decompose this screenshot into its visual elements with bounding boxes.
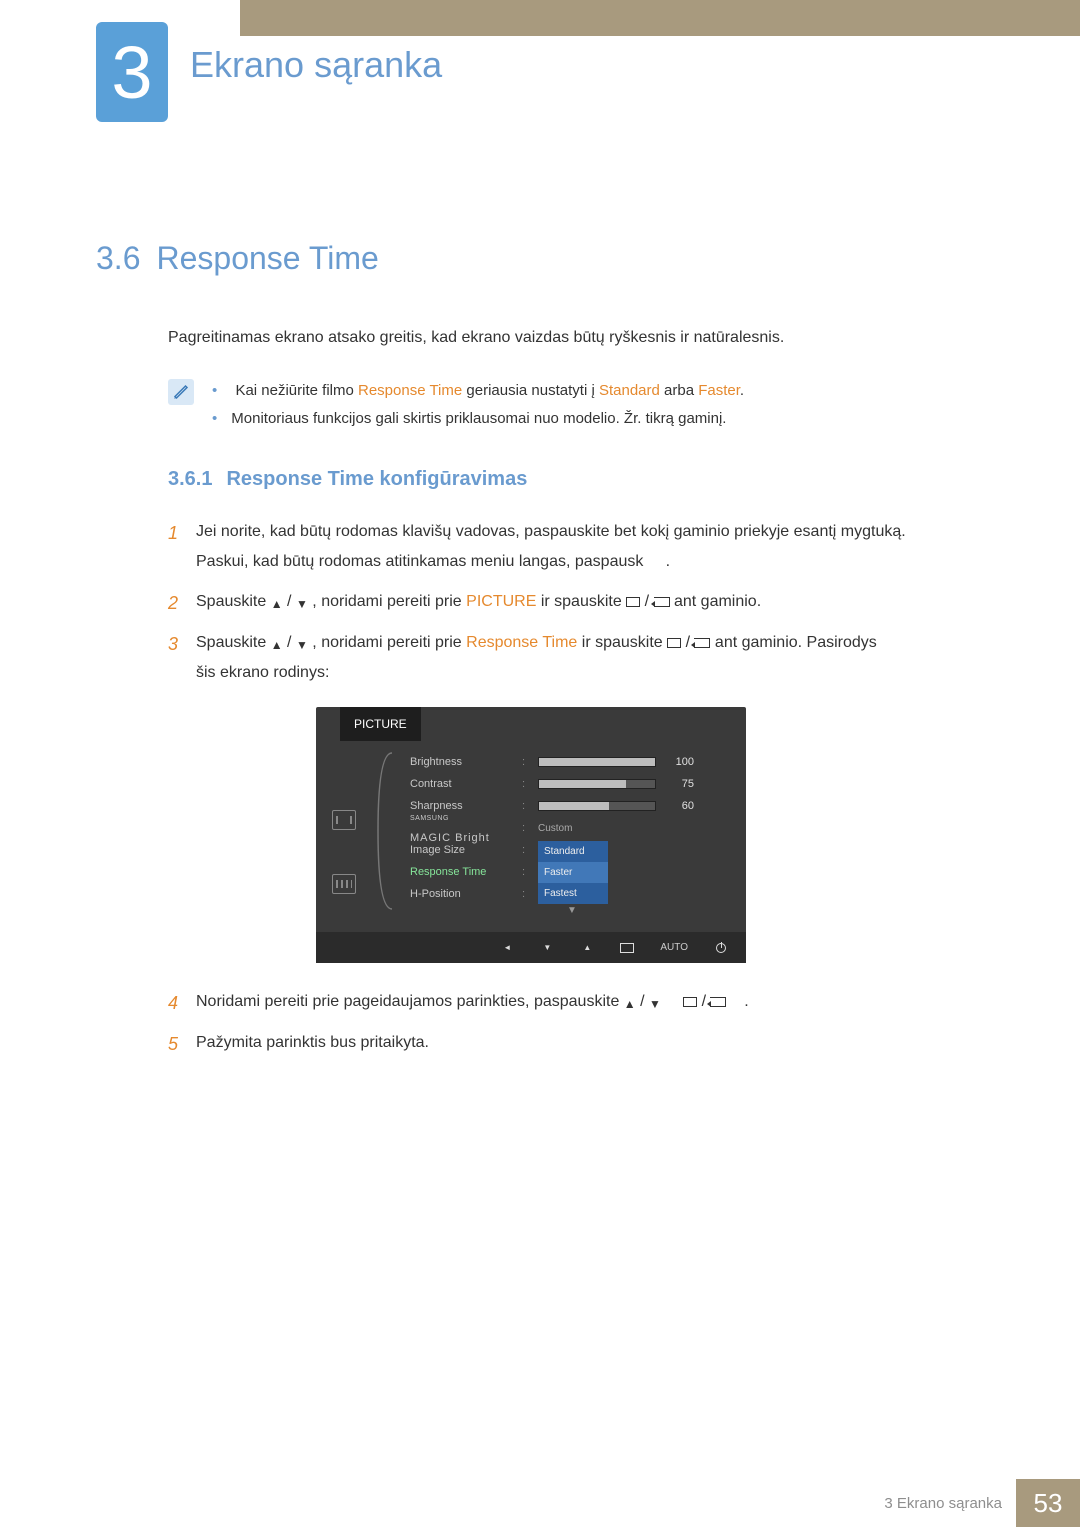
triangle-down-icon	[296, 593, 308, 616]
osd-option: Faster	[538, 862, 608, 883]
triangle-up-icon	[271, 634, 283, 657]
section-number: 3.6	[96, 240, 140, 276]
osd-title: PICTURE	[340, 707, 421, 742]
section-title: Response Time	[156, 240, 378, 276]
step-item: Spauskite / , noridami pereiti prie PICT…	[168, 587, 984, 617]
auto-label: AUTO	[660, 938, 688, 957]
osd-row-brightness: Brightness: 100	[410, 751, 734, 773]
note-icon	[168, 379, 194, 405]
osd-screenshot: PICTURE Brightness:	[316, 707, 984, 964]
menu-icon	[667, 638, 681, 648]
step-item: Spauskite / , noridami pereiti prie Resp…	[168, 628, 984, 964]
steps-list: Jei norite, kad būtų rodomas klavišų vad…	[168, 517, 984, 1059]
osd-rows: Brightness: 100 Contrast: 75	[410, 751, 734, 920]
osd-sidebar	[328, 751, 360, 920]
slider	[538, 757, 656, 767]
osd-option: Standard	[538, 841, 608, 862]
osd-row-magic: SAMSUNGMAGIC Bright: Custom	[410, 817, 734, 839]
triangle-up-icon	[624, 993, 636, 1016]
step-item: Jei norite, kad būtų rodomas klavišų vad…	[168, 517, 984, 578]
down-icon	[540, 942, 554, 954]
triangle-up-icon	[271, 593, 283, 616]
header-band	[240, 0, 1080, 36]
section-heading: 3.6 Response Time	[96, 240, 984, 277]
subsection-title: Response Time konfigūravimas	[226, 468, 527, 490]
footer-text: 3 Ekrano sąranka	[884, 1495, 1002, 1512]
chapter-number-box: 3	[96, 22, 168, 122]
enter-icon	[694, 638, 710, 648]
osd-footer: AUTO	[316, 932, 746, 963]
enter-icon	[710, 997, 726, 1007]
triangle-down-icon	[296, 634, 308, 657]
section: 3.6 Response Time Pagreitinamas ekrano at…	[96, 240, 984, 1068]
enter-icon	[654, 597, 670, 607]
menu-icon	[683, 997, 697, 1007]
slider	[538, 801, 656, 811]
chapter-title: Ekrano sąranka	[190, 44, 442, 86]
osd-tab-icon	[332, 874, 356, 894]
chapter-number: 3	[111, 30, 152, 115]
slider	[538, 779, 656, 789]
osd-tab-icon	[332, 810, 356, 830]
note-list: Kai nežiūrite filmo Response Time geriau…	[212, 377, 744, 434]
up-icon	[580, 942, 594, 954]
back-icon	[500, 942, 514, 954]
note-item: Kai nežiūrite filmo Response Time geriau…	[212, 377, 744, 406]
footer-page-number: 53	[1016, 1479, 1080, 1527]
section-intro: Pagreitinamas ekrano atsako greitis, kad…	[168, 325, 984, 351]
triangle-down-icon	[649, 993, 661, 1016]
menu-icon	[626, 597, 640, 607]
power-icon	[716, 943, 726, 953]
page-footer: 3 Ekrano sąranka 53	[884, 1479, 1080, 1527]
step-item: Pažymita parinktis bus pritaikyta.	[168, 1028, 984, 1058]
osd-row-responsetime: Response Time: Standard Faster Fastest	[410, 861, 734, 883]
note-item: Monitoriaus funkcijos gali skirtis prikl…	[212, 405, 744, 434]
osd-row-contrast: Contrast: 75	[410, 773, 734, 795]
subsection-heading: 3.6.1 Response Time konfigūravimas	[168, 468, 984, 491]
step-item: Noridami pereiti prie pageidaujamos pari…	[168, 987, 984, 1017]
page: 3 Ekrano sąranka 3.6 Response Time Pagrei…	[0, 0, 1080, 1527]
note-block: Kai nežiūrite filmo Response Time geriau…	[168, 377, 984, 434]
osd-bracket	[374, 751, 396, 920]
enter-icon	[620, 943, 634, 953]
subsection-number: 3.6.1	[168, 468, 212, 490]
